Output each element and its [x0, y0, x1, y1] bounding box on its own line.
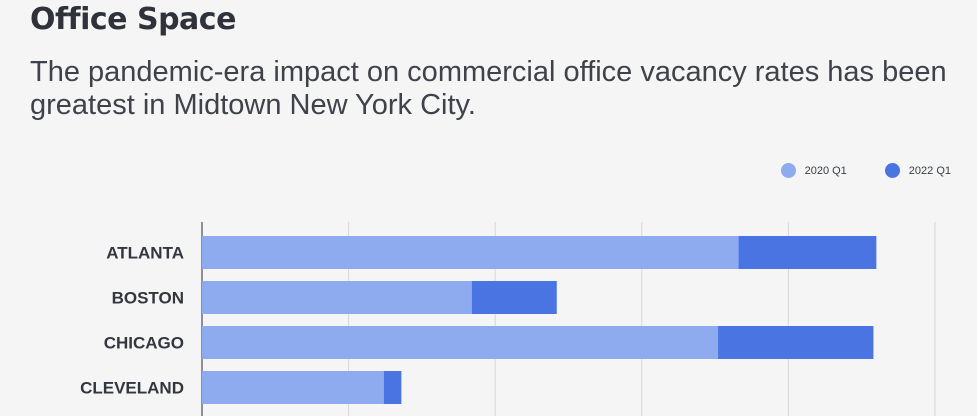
legend-item-2022-q1: 2022 Q1 — [884, 163, 951, 178]
bars — [202, 236, 877, 404]
bar-boston-2022-q1 — [471, 281, 557, 314]
legend: 2020 Q1 2022 Q1 — [743, 163, 951, 178]
category-label: ATLANTA — [106, 244, 184, 263]
category-label: CLEVELAND — [80, 379, 184, 398]
category-labels: ATLANTA BOSTON CHICAGO CLEVELAND — [80, 244, 184, 398]
bar-cleveland-2020-q1 — [202, 371, 384, 404]
bar-cleveland-2022-q1 — [383, 371, 402, 404]
legend-label-2022-q1: 2022 Q1 — [908, 164, 951, 177]
bar-chicago-2020-q1 — [202, 326, 719, 359]
legend-swatch-2020-q1 — [780, 163, 796, 178]
category-label: BOSTON — [112, 289, 184, 308]
chart-subtitle: The pandemic-era impact on commercial of… — [30, 56, 947, 121]
bar-atlanta-2020-q1 — [202, 236, 739, 269]
chart-title: Office Space — [30, 2, 236, 37]
legend-label-2020-q1: 2020 Q1 — [804, 164, 847, 177]
category-label: CHICAGO — [104, 334, 184, 353]
bar-chicago-2022-q1 — [718, 326, 874, 359]
legend-item-2020-q1: 2020 Q1 — [780, 163, 847, 178]
legend-swatch-2022-q1 — [884, 163, 900, 178]
bar-atlanta-2022-q1 — [738, 236, 877, 269]
bar-boston-2020-q1 — [202, 281, 472, 314]
